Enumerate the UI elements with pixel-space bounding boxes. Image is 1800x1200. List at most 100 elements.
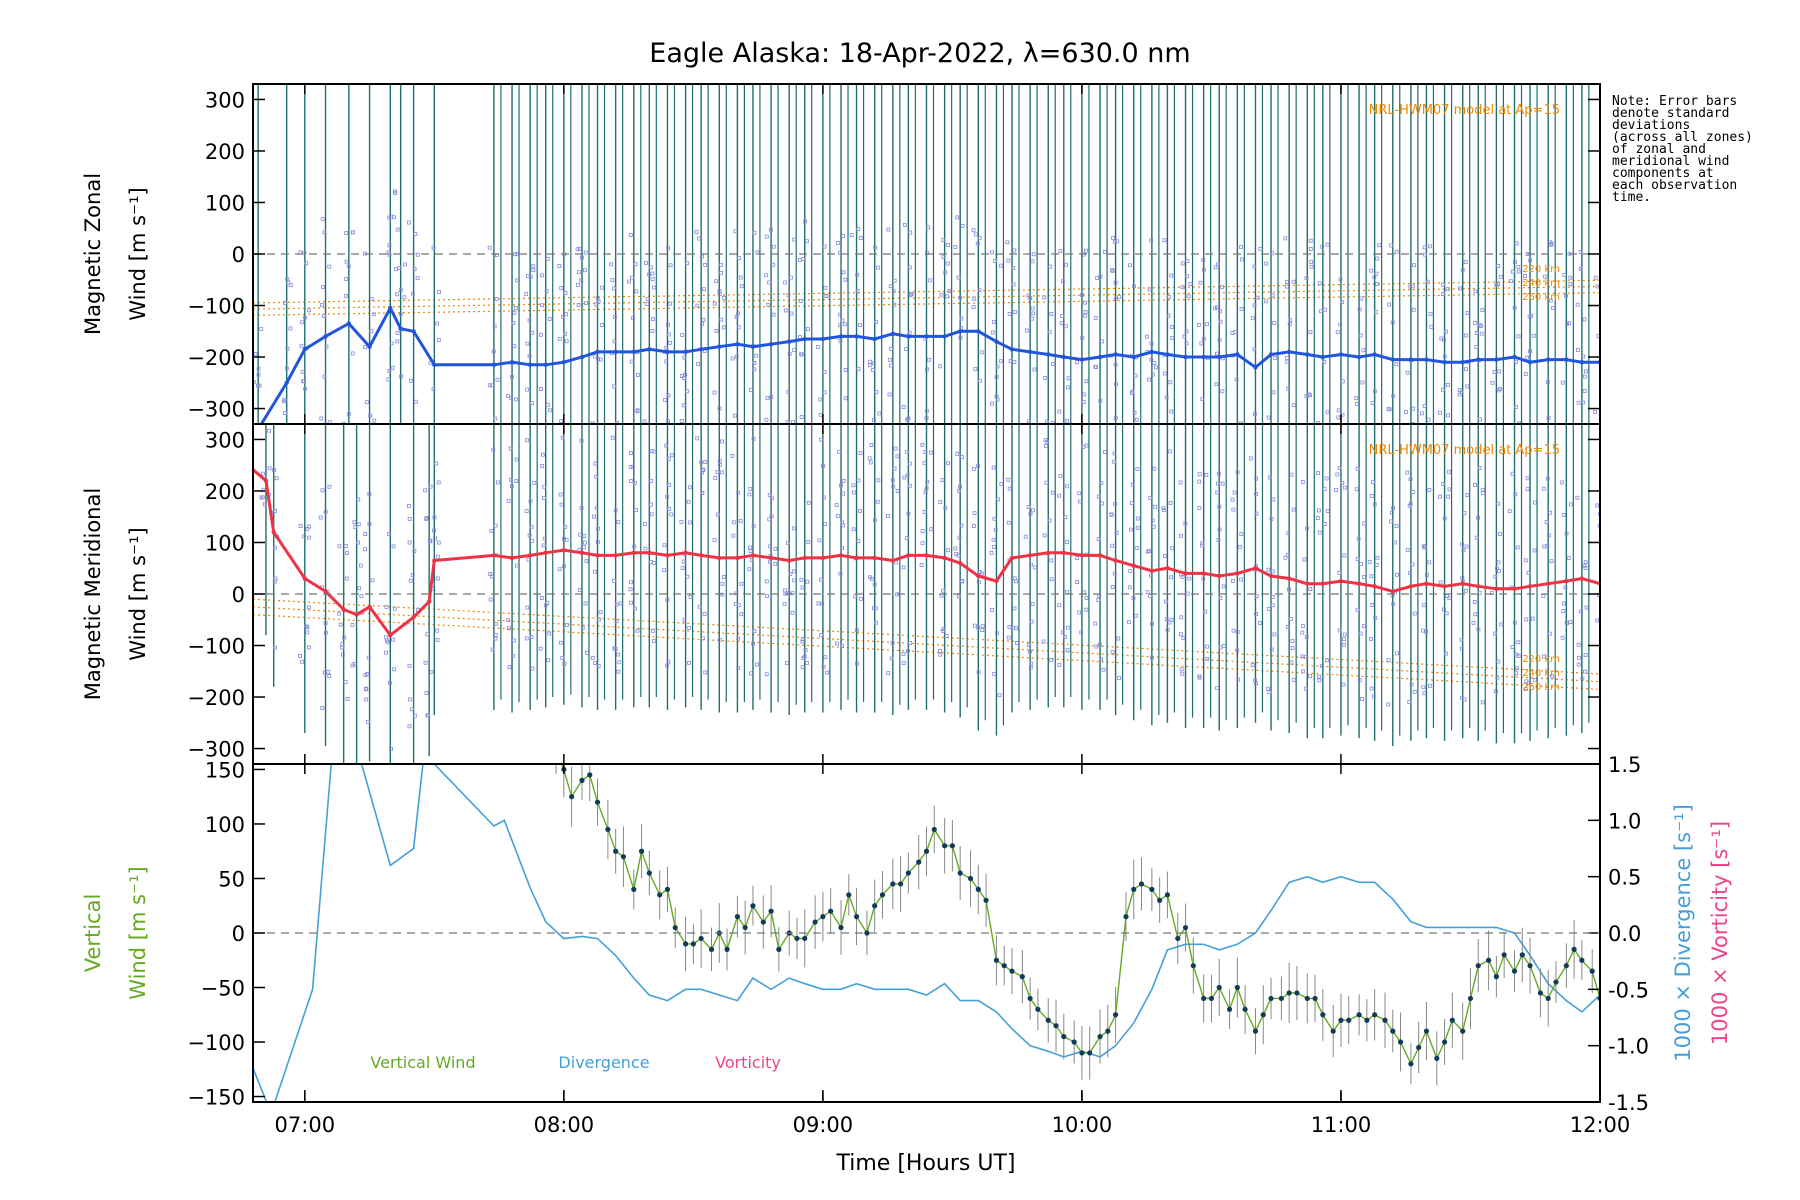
zone-marker xyxy=(893,446,898,451)
zone-marker xyxy=(1216,481,1221,486)
zone-marker xyxy=(1360,437,1363,440)
zone-marker xyxy=(1220,481,1225,486)
zone-marker xyxy=(1582,317,1587,322)
data-point xyxy=(1027,553,1033,558)
zone-marker xyxy=(563,291,568,295)
zone-marker xyxy=(540,303,544,308)
zone-marker xyxy=(788,572,793,576)
zone-marker xyxy=(971,228,976,233)
data-point xyxy=(1579,576,1585,581)
zone-marker xyxy=(1006,477,1010,482)
data-point xyxy=(820,555,826,561)
zone-marker xyxy=(1060,630,1065,635)
vertical-wind-point xyxy=(569,794,575,800)
zone-marker xyxy=(1286,552,1291,557)
zone-marker xyxy=(990,401,994,406)
zone-marker xyxy=(364,686,368,691)
zone-marker xyxy=(1422,545,1427,550)
data-point xyxy=(890,331,896,337)
vertical-wind-point xyxy=(1123,914,1129,920)
zone-marker xyxy=(530,666,535,671)
vertical-wind-point xyxy=(1234,984,1240,991)
vertical-wind-point xyxy=(853,914,860,920)
vertical-wind-point xyxy=(828,908,834,914)
zone-marker xyxy=(635,408,640,413)
zone-marker xyxy=(506,626,511,631)
zone-marker xyxy=(906,648,910,653)
zone-marker xyxy=(594,302,599,307)
zone-marker xyxy=(1496,501,1501,506)
zone-marker xyxy=(1322,522,1327,526)
zone-marker xyxy=(1523,372,1528,377)
zone-marker xyxy=(610,453,613,456)
zone-marker xyxy=(327,427,330,430)
data-point xyxy=(398,326,403,331)
zone-marker xyxy=(431,387,436,392)
zone-marker xyxy=(771,262,776,267)
zone-marker xyxy=(596,357,601,361)
zone-marker xyxy=(770,496,774,501)
zone-marker xyxy=(344,277,349,282)
zone-marker xyxy=(1360,696,1365,701)
zone-marker xyxy=(1429,325,1434,329)
zone-marker xyxy=(869,576,874,581)
zone-marker xyxy=(1270,603,1275,608)
zone-marker xyxy=(1576,642,1581,647)
zone-marker xyxy=(1098,398,1103,403)
vertical-wind-point xyxy=(672,924,678,931)
vertical-wind-point xyxy=(724,946,730,952)
zone-marker xyxy=(323,630,328,635)
zone-marker xyxy=(1308,674,1312,679)
zone-marker xyxy=(764,672,769,677)
zone-marker xyxy=(1598,512,1600,517)
zone-marker xyxy=(908,293,913,297)
zone-marker xyxy=(1340,379,1345,384)
zone-marker xyxy=(1427,488,1432,492)
zone-marker xyxy=(1079,630,1084,635)
zone-marker xyxy=(1254,611,1258,616)
zone-marker xyxy=(410,291,415,296)
zone-marker xyxy=(1065,540,1070,544)
vertical-wind-point xyxy=(579,777,585,783)
zone-marker xyxy=(1492,370,1497,375)
zone-marker xyxy=(856,539,861,544)
zone-marker xyxy=(493,633,498,637)
zone-marker xyxy=(700,491,705,495)
zone-marker xyxy=(712,390,717,395)
zone-marker xyxy=(1335,330,1340,335)
zone-marker xyxy=(1427,560,1432,565)
zone-marker xyxy=(821,664,826,669)
zone-marker xyxy=(681,403,686,408)
zone-marker xyxy=(408,578,413,583)
zone-marker xyxy=(531,268,536,273)
zone-marker xyxy=(593,461,598,466)
zone-marker xyxy=(1549,241,1554,246)
vertical-wind-point xyxy=(1511,968,1518,974)
zone-marker xyxy=(249,471,252,474)
zone-marker xyxy=(610,278,615,283)
zone-marker xyxy=(415,276,420,281)
zone-marker xyxy=(407,428,410,431)
zone-marker xyxy=(1411,462,1414,465)
zone-marker xyxy=(407,517,412,521)
zone-marker xyxy=(408,697,412,702)
zone-marker xyxy=(973,232,978,237)
zone-marker xyxy=(319,416,324,421)
zone-marker xyxy=(1254,476,1259,481)
vertical-wind-point xyxy=(1364,1017,1370,1023)
zone-marker xyxy=(1476,515,1480,520)
y-tick-label: −200 xyxy=(187,686,245,710)
zone-marker xyxy=(960,455,964,459)
zone-marker xyxy=(1387,302,1392,307)
zone-marker xyxy=(372,459,375,462)
vertical-wind-point xyxy=(750,903,756,909)
zone-marker xyxy=(1252,303,1257,308)
zone-marker xyxy=(652,449,657,454)
zone-marker xyxy=(1568,620,1573,624)
zone-marker xyxy=(304,624,309,629)
zone-marker xyxy=(351,230,355,235)
zone-marker xyxy=(1025,449,1028,452)
zone-marker xyxy=(1220,389,1225,394)
zone-marker xyxy=(1272,320,1277,325)
zone-marker xyxy=(433,536,437,541)
